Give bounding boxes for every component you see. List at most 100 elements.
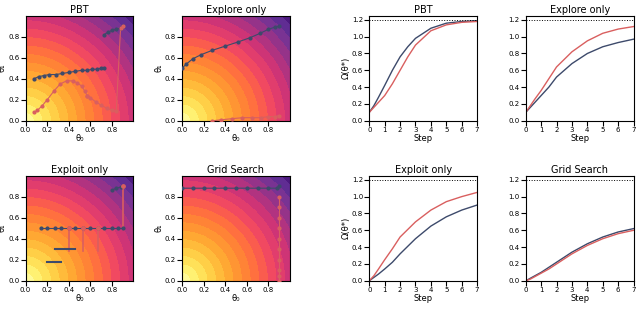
X-axis label: Step: Step xyxy=(413,134,433,144)
Point xyxy=(99,66,109,71)
Point xyxy=(36,104,47,109)
Point xyxy=(231,186,241,191)
Point xyxy=(96,103,106,108)
Title: Explore only: Explore only xyxy=(206,5,266,15)
Point xyxy=(44,72,54,77)
Point xyxy=(42,226,52,231)
Point xyxy=(49,89,59,94)
Point xyxy=(51,72,61,77)
Point xyxy=(207,48,218,53)
Point xyxy=(263,186,273,191)
Y-axis label: θ₁: θ₁ xyxy=(154,224,163,232)
Point xyxy=(274,205,284,210)
Point xyxy=(118,183,128,188)
Point xyxy=(220,186,230,191)
Point xyxy=(82,93,92,98)
Point xyxy=(107,108,117,113)
Point xyxy=(102,30,113,35)
Point xyxy=(274,24,284,29)
Point xyxy=(115,26,125,31)
Point xyxy=(118,24,128,29)
Point xyxy=(107,226,117,231)
Point xyxy=(274,273,284,278)
Point xyxy=(33,108,43,113)
X-axis label: θ₀: θ₀ xyxy=(76,295,84,304)
Point xyxy=(39,73,49,78)
Point xyxy=(274,215,284,220)
Point xyxy=(111,186,122,191)
Point xyxy=(72,80,83,85)
Point xyxy=(115,26,125,31)
Point xyxy=(70,226,81,231)
Point xyxy=(77,226,88,231)
Point xyxy=(85,95,95,100)
Point xyxy=(188,56,198,61)
Point xyxy=(68,78,78,83)
Point xyxy=(274,183,284,188)
Title: Explore only: Explore only xyxy=(550,5,610,15)
X-axis label: θ₀: θ₀ xyxy=(232,295,240,304)
X-axis label: θ₀: θ₀ xyxy=(76,134,84,144)
Point xyxy=(56,226,67,231)
Point xyxy=(99,226,109,231)
Title: Exploit only: Exploit only xyxy=(395,165,452,175)
Point xyxy=(42,97,52,102)
Point xyxy=(55,81,65,86)
Point xyxy=(85,226,95,231)
Point xyxy=(57,71,67,76)
Point xyxy=(93,226,103,231)
Y-axis label: Ω(θ*): Ω(θ*) xyxy=(341,217,350,239)
Point xyxy=(274,257,284,262)
Point xyxy=(274,278,284,283)
X-axis label: Step: Step xyxy=(413,295,433,304)
Point xyxy=(188,186,198,191)
Point xyxy=(63,226,74,231)
Point xyxy=(118,183,128,188)
Point xyxy=(274,236,284,241)
Point xyxy=(92,67,102,72)
Title: Grid Search: Grid Search xyxy=(551,165,608,175)
Point xyxy=(177,66,187,71)
Point xyxy=(82,68,92,73)
Point xyxy=(255,31,265,36)
Point xyxy=(269,25,280,30)
Point xyxy=(274,226,284,231)
X-axis label: θ₀: θ₀ xyxy=(232,134,240,144)
Point xyxy=(80,89,90,94)
X-axis label: Step: Step xyxy=(570,134,589,144)
Point xyxy=(91,100,101,105)
Point xyxy=(198,186,209,191)
Point xyxy=(118,24,128,29)
Point xyxy=(209,186,220,191)
Point xyxy=(70,69,81,74)
Point xyxy=(263,114,273,119)
Point xyxy=(61,78,72,83)
Point xyxy=(113,226,124,231)
Y-axis label: θ₁: θ₁ xyxy=(0,64,6,72)
Point xyxy=(269,114,280,119)
Point xyxy=(181,61,191,66)
Point xyxy=(111,27,122,32)
Point xyxy=(115,185,125,190)
Point xyxy=(216,117,226,122)
Title: Grid Search: Grid Search xyxy=(207,165,264,175)
Point xyxy=(29,110,39,115)
Point xyxy=(36,226,46,231)
Point xyxy=(77,68,87,73)
Point xyxy=(247,115,257,120)
Title: Exploit only: Exploit only xyxy=(51,165,108,175)
Point xyxy=(50,226,60,231)
Point xyxy=(82,93,92,98)
Point xyxy=(274,113,284,118)
Point xyxy=(111,109,122,114)
Point xyxy=(107,28,117,33)
Point xyxy=(252,186,262,191)
Point xyxy=(196,52,207,57)
Title: PBT: PBT xyxy=(414,5,433,15)
Point xyxy=(237,115,248,120)
Point xyxy=(227,116,237,121)
Point xyxy=(274,247,284,252)
Point xyxy=(93,226,103,231)
Point xyxy=(96,66,106,71)
Point xyxy=(107,188,117,193)
